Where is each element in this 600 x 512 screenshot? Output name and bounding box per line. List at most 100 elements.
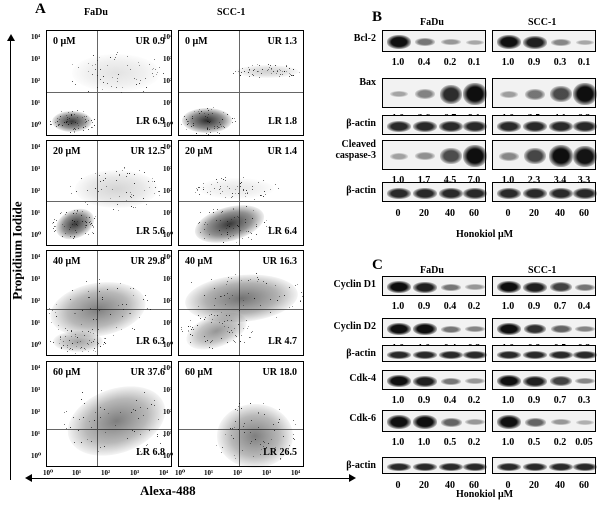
event-dot bbox=[233, 228, 234, 229]
event-dot bbox=[86, 217, 87, 218]
event-dot bbox=[74, 237, 75, 238]
protein-band bbox=[465, 326, 485, 332]
event-dot bbox=[58, 125, 59, 126]
event-dot bbox=[106, 186, 107, 187]
event-dot bbox=[243, 190, 244, 191]
band-density-value: 1.7 bbox=[417, 175, 431, 186]
event-dot bbox=[279, 419, 280, 420]
event-dot bbox=[89, 421, 90, 422]
event-dot bbox=[243, 426, 244, 427]
x-axis-label: Alexa-488 bbox=[140, 483, 196, 498]
event-dot bbox=[271, 73, 272, 74]
event-dot bbox=[92, 65, 93, 66]
event-dot bbox=[154, 400, 155, 401]
event-dot bbox=[257, 64, 258, 65]
event-dot bbox=[94, 420, 95, 421]
event-dot bbox=[280, 74, 281, 75]
band-density-value: 0.2 bbox=[467, 437, 481, 448]
y-axis-arrow-head bbox=[7, 34, 15, 41]
event-dot bbox=[101, 390, 102, 391]
event-dot bbox=[90, 224, 91, 225]
event-dot bbox=[253, 70, 254, 71]
protein-band bbox=[463, 188, 487, 199]
event-dot bbox=[57, 121, 58, 122]
event-dot bbox=[253, 75, 254, 76]
event-dot bbox=[214, 305, 215, 306]
event-dot bbox=[250, 337, 251, 338]
blot-strip-5-scc1 bbox=[492, 410, 596, 432]
event-dot bbox=[94, 125, 95, 126]
event-dot bbox=[198, 187, 199, 188]
event-dot bbox=[143, 299, 144, 300]
protein-band bbox=[440, 326, 462, 333]
band-density-value: 0.4 bbox=[577, 301, 591, 312]
event-dot bbox=[65, 336, 66, 337]
event-dot bbox=[60, 116, 61, 117]
event-dot bbox=[241, 72, 242, 73]
event-dot bbox=[221, 296, 222, 297]
event-dot bbox=[81, 178, 82, 179]
event-dot bbox=[85, 225, 86, 226]
event-dot bbox=[136, 79, 137, 80]
blot-strip-1-scc1 bbox=[492, 276, 596, 296]
event-dot bbox=[77, 225, 78, 226]
event-dot bbox=[256, 224, 257, 225]
protein-band bbox=[413, 351, 437, 359]
event-dot bbox=[232, 196, 233, 197]
event-dot bbox=[227, 186, 228, 187]
event-dot bbox=[51, 322, 52, 323]
event-dot bbox=[294, 439, 295, 440]
event-dot bbox=[205, 116, 206, 117]
event-dot bbox=[221, 212, 222, 213]
blot-label-2: Cyclin D2 bbox=[333, 321, 377, 332]
protein-band bbox=[573, 146, 597, 167]
event-dot bbox=[87, 439, 88, 440]
event-dot bbox=[284, 295, 285, 296]
protein-band bbox=[413, 415, 437, 429]
event-dot bbox=[119, 174, 120, 175]
dose-label: 20 μM bbox=[53, 146, 81, 157]
event-dot bbox=[239, 310, 240, 311]
event-dot bbox=[238, 71, 239, 72]
y-axis-arrow-line bbox=[10, 40, 11, 480]
event-dot bbox=[264, 414, 265, 415]
event-dot bbox=[126, 192, 127, 193]
event-dot bbox=[207, 108, 208, 109]
event-dot bbox=[250, 279, 251, 280]
event-cluster-2 bbox=[72, 54, 160, 92]
event-dot bbox=[77, 211, 78, 212]
event-dot bbox=[76, 232, 77, 233]
event-dot bbox=[122, 316, 123, 317]
event-dot bbox=[64, 412, 65, 413]
event-dot bbox=[248, 293, 249, 294]
event-dot bbox=[221, 234, 222, 235]
event-dot bbox=[204, 113, 205, 114]
blot-strip-5-scc1 bbox=[492, 182, 597, 202]
event-dot bbox=[121, 329, 122, 330]
dose-tick-label: 40 bbox=[555, 208, 565, 219]
event-dot bbox=[254, 69, 255, 70]
event-dot bbox=[270, 65, 271, 66]
event-dot bbox=[263, 441, 264, 442]
upper-right-quadrant-value: UR 18.0 bbox=[262, 367, 297, 378]
event-dot bbox=[231, 435, 232, 436]
event-dot bbox=[81, 324, 82, 325]
event-dot bbox=[219, 322, 220, 323]
event-dot bbox=[124, 168, 125, 169]
event-dot bbox=[270, 189, 271, 190]
y-tick-label: 10⁰ bbox=[163, 231, 174, 239]
event-dot bbox=[210, 194, 211, 195]
event-dot bbox=[85, 349, 86, 350]
event-dot bbox=[208, 121, 209, 122]
event-dot bbox=[76, 224, 77, 225]
protein-band bbox=[523, 121, 547, 132]
event-dot bbox=[265, 194, 266, 195]
event-dot bbox=[116, 180, 117, 181]
event-dot bbox=[117, 288, 118, 289]
event-dot bbox=[74, 132, 75, 133]
event-dot bbox=[227, 320, 228, 321]
event-dot bbox=[73, 417, 74, 418]
event-dot bbox=[152, 178, 153, 179]
event-dot bbox=[199, 187, 200, 188]
blot-strip-6-scc1 bbox=[492, 457, 597, 474]
